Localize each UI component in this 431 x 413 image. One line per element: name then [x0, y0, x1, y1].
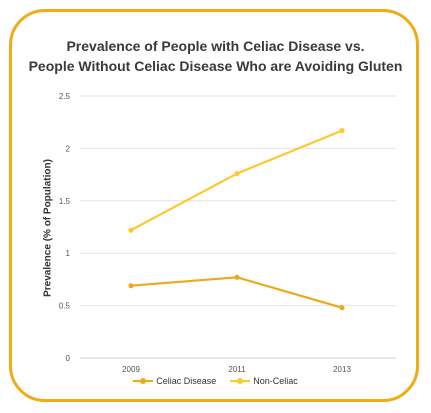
series-line: [130, 276, 343, 309]
series-line: [130, 129, 343, 232]
y-axis-label: Prevalence (% of Population): [42, 159, 54, 297]
chart-title: Prevalence of People with Celiac Disease…: [0, 36, 431, 76]
data-point: [339, 305, 345, 311]
chart-title-line-1: Prevalence of People with Celiac Disease…: [66, 38, 365, 54]
y-tick-label: 0: [66, 354, 71, 363]
chart-frame: [9, 9, 419, 402]
legend-item-celiac: Celiac Disease: [133, 376, 216, 386]
data-point: [339, 127, 345, 134]
legend-swatch-celiac: [133, 377, 154, 385]
y-tick-label: 2: [66, 144, 71, 153]
legend-item-non-celiac: Non-Celiac: [230, 376, 298, 386]
y-tick-label: 1.5: [59, 197, 71, 206]
legend-swatch-non-celiac: [230, 377, 251, 385]
y-tick-label: 0.5: [59, 302, 71, 311]
x-tick-label: 2011: [228, 365, 246, 374]
legend: Celiac Disease Non-Celiac: [0, 376, 431, 386]
x-tick-label: 2013: [333, 365, 351, 374]
chart-title-line-2: People Without Celiac Disease Who are Av…: [28, 58, 403, 74]
y-tick-label: 2.5: [59, 92, 71, 101]
data-point: [234, 170, 240, 177]
legend-label-celiac: Celiac Disease: [156, 376, 217, 386]
legend-label-non-celiac: Non-Celiac: [253, 376, 298, 386]
data-point: [128, 227, 134, 233]
data-point: [128, 283, 134, 289]
y-tick-label: 1: [66, 249, 71, 258]
data-point: [234, 274, 240, 280]
x-tick-label: 2009: [122, 365, 140, 374]
